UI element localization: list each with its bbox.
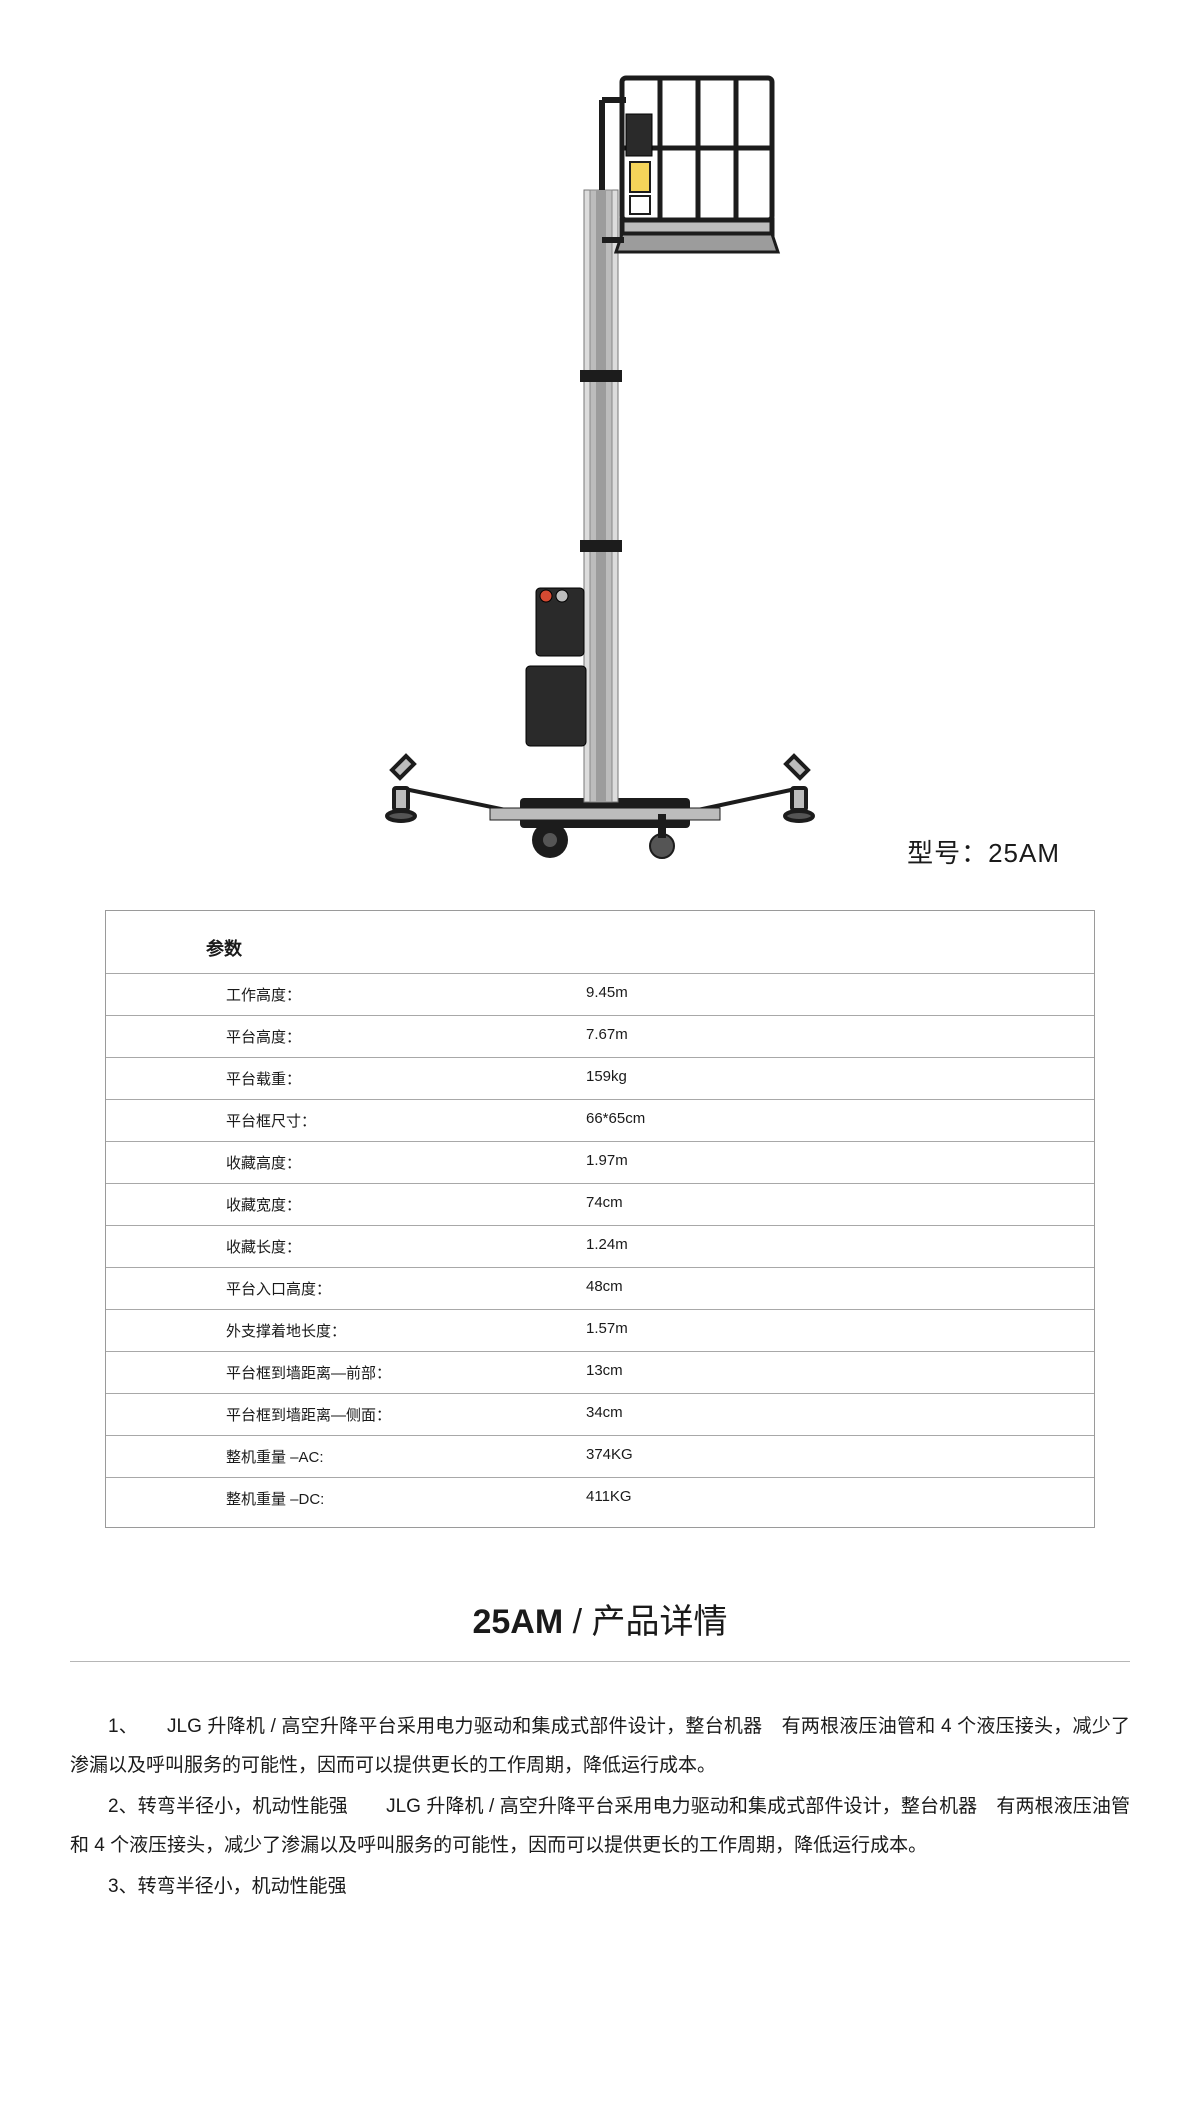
detail-divider: [70, 1661, 1130, 1662]
spec-row: 平台高度：7.67m: [106, 1015, 1094, 1057]
spec-value: 13cm: [586, 1362, 1094, 1383]
spec-label: 收藏宽度：: [226, 1194, 586, 1215]
spec-value: 34cm: [586, 1404, 1094, 1425]
spec-value: 374KG: [586, 1446, 1094, 1467]
spec-row: 收藏长度：1.24m: [106, 1225, 1094, 1267]
spec-label: 平台框到墙距离—侧面：: [226, 1404, 586, 1425]
spec-value: 159kg: [586, 1068, 1094, 1089]
spec-value: 74cm: [586, 1194, 1094, 1215]
spec-row: 外支撑着地长度：1.57m: [106, 1309, 1094, 1351]
detail-paragraph: 1、 JLG 升降机 / 高空升降平台采用电力驱动和集成式部件设计，整台机器 有…: [70, 1708, 1130, 1786]
detail-paragraph: 3、转弯半径小，机动性能强: [70, 1868, 1130, 1907]
spec-row: 收藏高度：1.97m: [106, 1141, 1094, 1183]
detail-title-suffix: / 产品详情: [563, 1603, 727, 1641]
spec-label: 收藏长度：: [226, 1236, 586, 1257]
spec-row: 平台入口高度：48cm: [106, 1267, 1094, 1309]
spec-value: 1.97m: [586, 1152, 1094, 1173]
spec-row: 收藏宽度：74cm: [106, 1183, 1094, 1225]
spec-row: 整机重量 –AC:374KG: [106, 1435, 1094, 1477]
product-illustration: [340, 40, 860, 860]
spec-label: 平台框到墙距离—前部：: [226, 1362, 586, 1383]
spec-table: 参数 工作高度：9.45m平台高度：7.67m平台载重：159kg平台框尺寸：6…: [105, 910, 1095, 1528]
spec-label: 收藏高度：: [226, 1152, 586, 1173]
spec-label: 平台入口高度：: [226, 1278, 586, 1299]
spec-label: 整机重量 –DC:: [226, 1488, 586, 1509]
spec-value: 7.67m: [586, 1026, 1094, 1047]
spec-label: 平台高度：: [226, 1026, 586, 1047]
detail-title: 25AM / 产品详情: [70, 1594, 1130, 1643]
detail-paragraph: 2、转弯半径小，机动性能强 JLG 升降机 / 高空升降平台采用电力驱动和集成式…: [70, 1788, 1130, 1866]
spec-label: 外支撑着地长度：: [226, 1320, 586, 1341]
spec-header: 参数: [106, 935, 1094, 973]
detail-title-model: 25AM: [472, 1603, 563, 1641]
spec-value: 66*65cm: [586, 1110, 1094, 1131]
spec-row: 整机重量 –DC:411KG: [106, 1477, 1094, 1519]
spec-value: 1.24m: [586, 1236, 1094, 1257]
spec-row: 平台框到墙距离—前部：13cm: [106, 1351, 1094, 1393]
spec-label: 平台载重：: [226, 1068, 586, 1089]
model-number: 型号：25AM: [907, 833, 1060, 870]
spec-value: 48cm: [586, 1278, 1094, 1299]
spec-row: 平台框尺寸：66*65cm: [106, 1099, 1094, 1141]
spec-row: 平台框到墙距离—侧面：34cm: [106, 1393, 1094, 1435]
spec-row: 工作高度：9.45m: [106, 973, 1094, 1015]
spec-value: 411KG: [586, 1488, 1094, 1509]
detail-body: 1、 JLG 升降机 / 高空升降平台采用电力驱动和集成式部件设计，整台机器 有…: [70, 1708, 1130, 1907]
spec-value: 9.45m: [586, 984, 1094, 1005]
product-hero: 型号：25AM: [70, 40, 1130, 880]
spec-label: 平台框尺寸：: [226, 1110, 586, 1131]
spec-label: 整机重量 –AC:: [226, 1446, 586, 1467]
spec-label: 工作高度：: [226, 984, 586, 1005]
spec-row: 平台载重：159kg: [106, 1057, 1094, 1099]
spec-value: 1.57m: [586, 1320, 1094, 1341]
